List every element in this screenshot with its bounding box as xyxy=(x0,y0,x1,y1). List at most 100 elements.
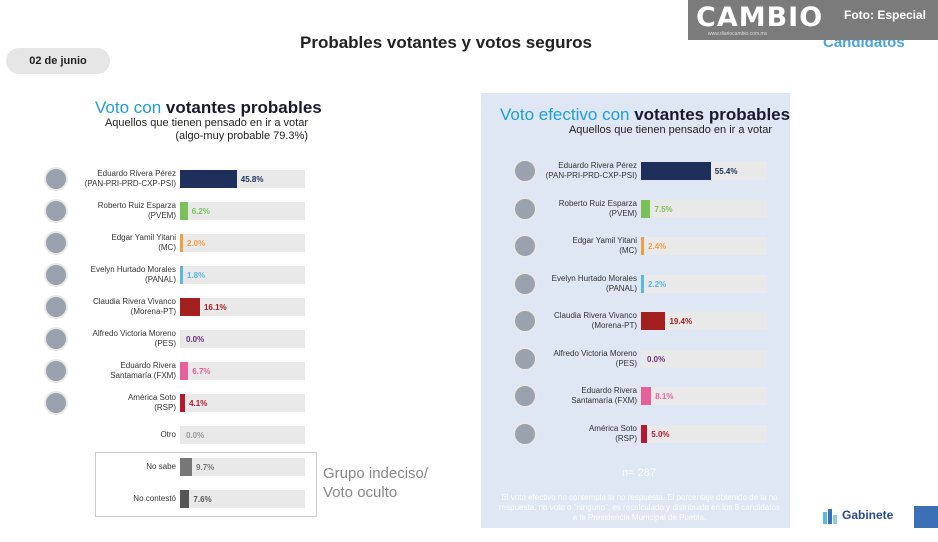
right-title-part2: votantes probables xyxy=(634,105,791,124)
data-bar xyxy=(180,202,188,220)
undecided-group-box xyxy=(95,452,317,517)
data-bar xyxy=(180,490,190,508)
category-label: No sabe xyxy=(146,462,176,471)
undecided-label-line1: Grupo indeciso/ xyxy=(323,465,429,482)
candidate-avatar xyxy=(44,295,68,319)
category-label: Alfredo Victoria Moreno (PES) xyxy=(92,329,176,348)
bar-track: 6.7% xyxy=(180,362,305,380)
gabinete-logo-icon xyxy=(823,509,837,524)
candidate-avatar xyxy=(513,309,537,333)
candidate-avatar xyxy=(44,391,68,415)
data-bar xyxy=(180,362,189,380)
bar-track: 5.0% xyxy=(641,424,767,443)
bar-track: 2.0% xyxy=(180,234,305,252)
value-label: 9.7% xyxy=(196,463,215,472)
value-label: 8.1% xyxy=(655,392,674,401)
bar-track: 6.2% xyxy=(180,202,305,220)
bar-track: 8.1% xyxy=(641,387,767,405)
data-bar xyxy=(180,458,193,476)
bar-track: 2.4% xyxy=(641,237,767,255)
candidate-avatar xyxy=(44,199,68,223)
value-label: 2.0% xyxy=(187,239,206,248)
value-label: 7.6% xyxy=(193,495,212,504)
cambio-logo: CAMBIO xyxy=(696,2,824,33)
value-label: 4.1% xyxy=(189,399,208,408)
category-label: Alfredo Victoria Moreno (PES) xyxy=(553,348,637,368)
value-label: 0.0% xyxy=(186,335,205,344)
data-bar xyxy=(641,199,651,218)
category-label: Evelyn Hurtado Morales (PANAL) xyxy=(551,273,637,293)
data-bar xyxy=(641,237,645,255)
date-label: 02 de junio xyxy=(29,55,87,67)
category-label: Eduardo Rivera Santamaría (FXM) xyxy=(571,386,637,405)
bar-track: 45.8% xyxy=(180,170,305,188)
value-label: 6.7% xyxy=(192,367,211,376)
candidate-avatar xyxy=(44,263,68,287)
bar-track: 1.8% xyxy=(180,266,305,284)
bar-track: 55.4% xyxy=(641,162,767,180)
data-bar xyxy=(180,170,237,188)
data-bar xyxy=(641,387,652,405)
data-bar xyxy=(641,424,648,443)
left-chart-subtitle2: (algo-muy probable 79.3%) xyxy=(175,130,308,142)
right-title-part1: Voto efectivo con xyxy=(500,105,635,124)
bar-track: 0.0% xyxy=(180,330,305,348)
left-chart-title: Voto con votantes probables xyxy=(95,98,322,118)
right-chart-subtitle: Aquellos que tienen pensado en ir a vota… xyxy=(568,124,772,136)
gabinete-brand: Gabinete xyxy=(842,508,894,522)
candidate-avatar xyxy=(513,346,537,371)
bar-track: 7.5% xyxy=(641,199,767,218)
value-label: 2.2% xyxy=(648,279,667,289)
undecided-group-label: Grupo indeciso/ Voto oculto xyxy=(323,464,428,502)
category-label: No contestó xyxy=(133,494,176,503)
category-label: Claudia Rivera Vivanco (Morena-PT) xyxy=(553,311,637,330)
undecided-label-line2: Voto oculto xyxy=(323,484,398,501)
value-label: 55.4% xyxy=(714,167,738,176)
category-label: Eduardo Rivera Santamaría (FXM) xyxy=(110,361,176,380)
value-label: 16.1% xyxy=(203,303,227,312)
candidate-avatar xyxy=(44,231,68,255)
data-bar xyxy=(180,234,183,252)
value-label: 2.4% xyxy=(648,242,667,251)
data-bar xyxy=(180,394,186,412)
left-title-part1: Voto con xyxy=(95,98,166,117)
candidate-avatar xyxy=(44,359,68,383)
bar-track: 2.2% xyxy=(641,274,767,293)
date-badge: 02 de junio xyxy=(6,48,110,74)
page-title: Probables votantes y votos seguros xyxy=(300,33,592,52)
bar-track: 16.1% xyxy=(180,298,305,316)
candidate-avatar xyxy=(513,384,537,408)
value-label: 45.8% xyxy=(240,175,264,184)
category-label: Eduardo Rivera Pérez (PAN-PRI-PRD-CXP-PSI… xyxy=(84,169,176,188)
category-label: Claudia Rivera Vivanco (Morena-PT) xyxy=(92,297,176,316)
sample-size: n= 287 xyxy=(622,467,656,479)
data-bar xyxy=(641,274,644,293)
category-label: Edgar Yamil Yitani (MC) xyxy=(111,233,176,252)
category-label: América Soto (RSP) xyxy=(127,393,176,412)
data-bar xyxy=(641,312,666,330)
logo-url: www.diariocambio.com.mx xyxy=(708,31,768,37)
candidate-avatar xyxy=(44,327,68,351)
category-label: Roberto Ruiz Esparza (PVEM) xyxy=(558,198,637,218)
category-label: Roberto Ruiz Esparza (PVEM) xyxy=(97,201,176,220)
left-title-part2: votantes probables xyxy=(165,98,322,117)
value-label: 7.5% xyxy=(654,204,673,214)
category-label: América Soto (RSP) xyxy=(588,423,637,443)
candidate-avatar xyxy=(513,159,537,183)
category-label: Eduardo Rivera Pérez (PAN-PRI-PRD-CXP-PSI… xyxy=(545,161,637,180)
category-label: Edgar Yamil Yitani (MC) xyxy=(572,236,637,255)
left-chart-subtitle: Aquellos que tienen pensado en ir a vota… xyxy=(104,117,308,129)
value-label: 0.0% xyxy=(647,354,666,364)
candidate-avatar xyxy=(513,421,537,446)
candidate-avatar xyxy=(513,271,537,296)
bar-track: 9.7% xyxy=(180,458,305,476)
bar-track: 19.4% xyxy=(641,312,767,330)
data-bar xyxy=(180,266,183,284)
bar-track: 0.0% xyxy=(180,426,305,444)
candidate-avatar xyxy=(513,234,537,258)
data-bar xyxy=(641,162,711,180)
value-label: 19.4% xyxy=(669,317,693,326)
bar-track: 7.6% xyxy=(180,490,305,508)
candidate-avatar xyxy=(44,167,68,191)
corner-block xyxy=(914,506,938,528)
